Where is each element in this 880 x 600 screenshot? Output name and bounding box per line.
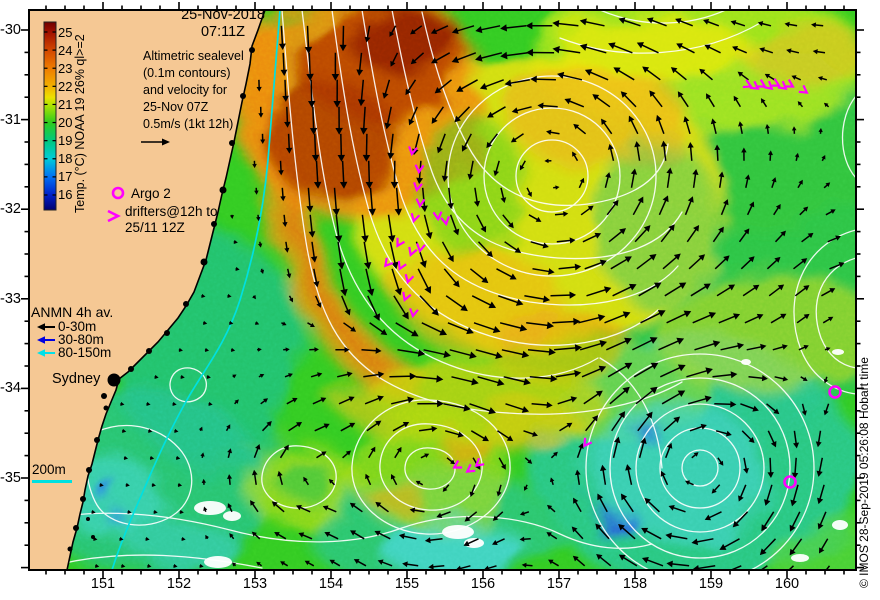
cloud-blobs: [194, 349, 848, 568]
x-axis-tick-label: 154: [318, 576, 344, 592]
colorbar-title: Temp. (°C) NOAA 19 26% ql>=2: [73, 34, 87, 213]
x-axis-tick-label: 156: [470, 576, 496, 592]
colorbar-tick-label: 18: [58, 151, 73, 167]
x-axis-tick-label: 157: [546, 576, 572, 592]
title-date: 25-Nov-2018: [181, 7, 265, 23]
info-line-2: (0.1m contours): [143, 66, 231, 80]
velocity-reference-arrow-icon: [141, 138, 170, 146]
y-axis-tick-label: -33: [0, 290, 21, 307]
credit-text: © IMOS 28-Sep-2019 05:26:08 Hobart time: [857, 357, 871, 588]
colorbar-tick-label: 24: [58, 42, 73, 58]
anmn-arrow-30-80m-icon: [37, 336, 55, 344]
x-axis-tick-label: 155: [394, 576, 420, 592]
drifter-marks: [383, 78, 809, 473]
title-time: 07:11Z: [200, 24, 246, 40]
colorbar: [43, 21, 57, 211]
anmn-label-80-150m: 80-150m: [58, 345, 112, 360]
y-axis-tick-label: -32: [0, 201, 21, 218]
y-axis-tick-label: -30: [0, 22, 21, 38]
isobath-200m-swatch: [32, 480, 72, 483]
x-axis-tick-label: 151: [90, 576, 116, 592]
colorbar-tick-label: 19: [58, 133, 73, 149]
anmn-legend-title: ANMN 4h av.: [31, 304, 114, 320]
drifter-label-line1: drifters@12h to: [125, 204, 218, 219]
velocity-arrows: [91, 17, 845, 570]
colorbar-tick-label: 21: [58, 96, 73, 112]
colorbar-tick-label: 25: [58, 24, 73, 40]
x-axis-tick-label: 158: [622, 576, 648, 592]
city-label-sydney: Sydney: [52, 371, 101, 387]
colorbar-tick-label: 23: [58, 60, 73, 76]
map-frame: [28, 9, 857, 571]
anmn-label-30-80m: 30-80m: [58, 332, 104, 347]
anmn-label-0-30m: 0-30m: [58, 319, 97, 334]
y-axis-tick-label: -31: [0, 111, 21, 128]
isobath-200m-label: 200m: [32, 462, 66, 477]
y-axis-tick-label: -34: [0, 380, 21, 397]
colorbar-tick-label: 22: [58, 78, 73, 94]
axis-ticks: [21, 2, 864, 578]
x-axis-tick-label: 152: [166, 576, 192, 592]
colorbar-tick-label: 16: [58, 187, 73, 203]
argo-label: Argo 2: [131, 186, 171, 201]
x-axis-tick-label: 153: [242, 576, 268, 592]
argo-float-icon: [111, 186, 125, 200]
colorbar-tick-label: 17: [58, 169, 73, 185]
anmn-arrow-80-150m-icon: [37, 349, 55, 357]
x-axis-tick-label: 160: [774, 576, 800, 592]
info-line-5: 0.5m/s (1kt 12h): [143, 117, 234, 131]
drifter-arrow-icon: [107, 209, 121, 223]
altimetry-info-block: Altimetric sealevel (0.1m contours) and …: [143, 48, 244, 133]
y-axis-tick-label: -35: [0, 470, 21, 486]
colorbar-tick-label: 20: [58, 115, 73, 131]
info-line-4: 25-Nov 07Z: [143, 100, 209, 114]
land: [29, 10, 266, 570]
info-line-1: Altimetric sealevel: [143, 49, 244, 63]
drifter-label-line2: 25/11 12Z: [125, 220, 185, 235]
isobath-200m-line: [111, 10, 281, 570]
anmn-arrow-0-30m-icon: [37, 323, 55, 331]
info-line-3: and velocity for: [143, 83, 228, 97]
x-axis-tick-label: 159: [698, 576, 724, 592]
argo-marks: [783, 385, 842, 489]
